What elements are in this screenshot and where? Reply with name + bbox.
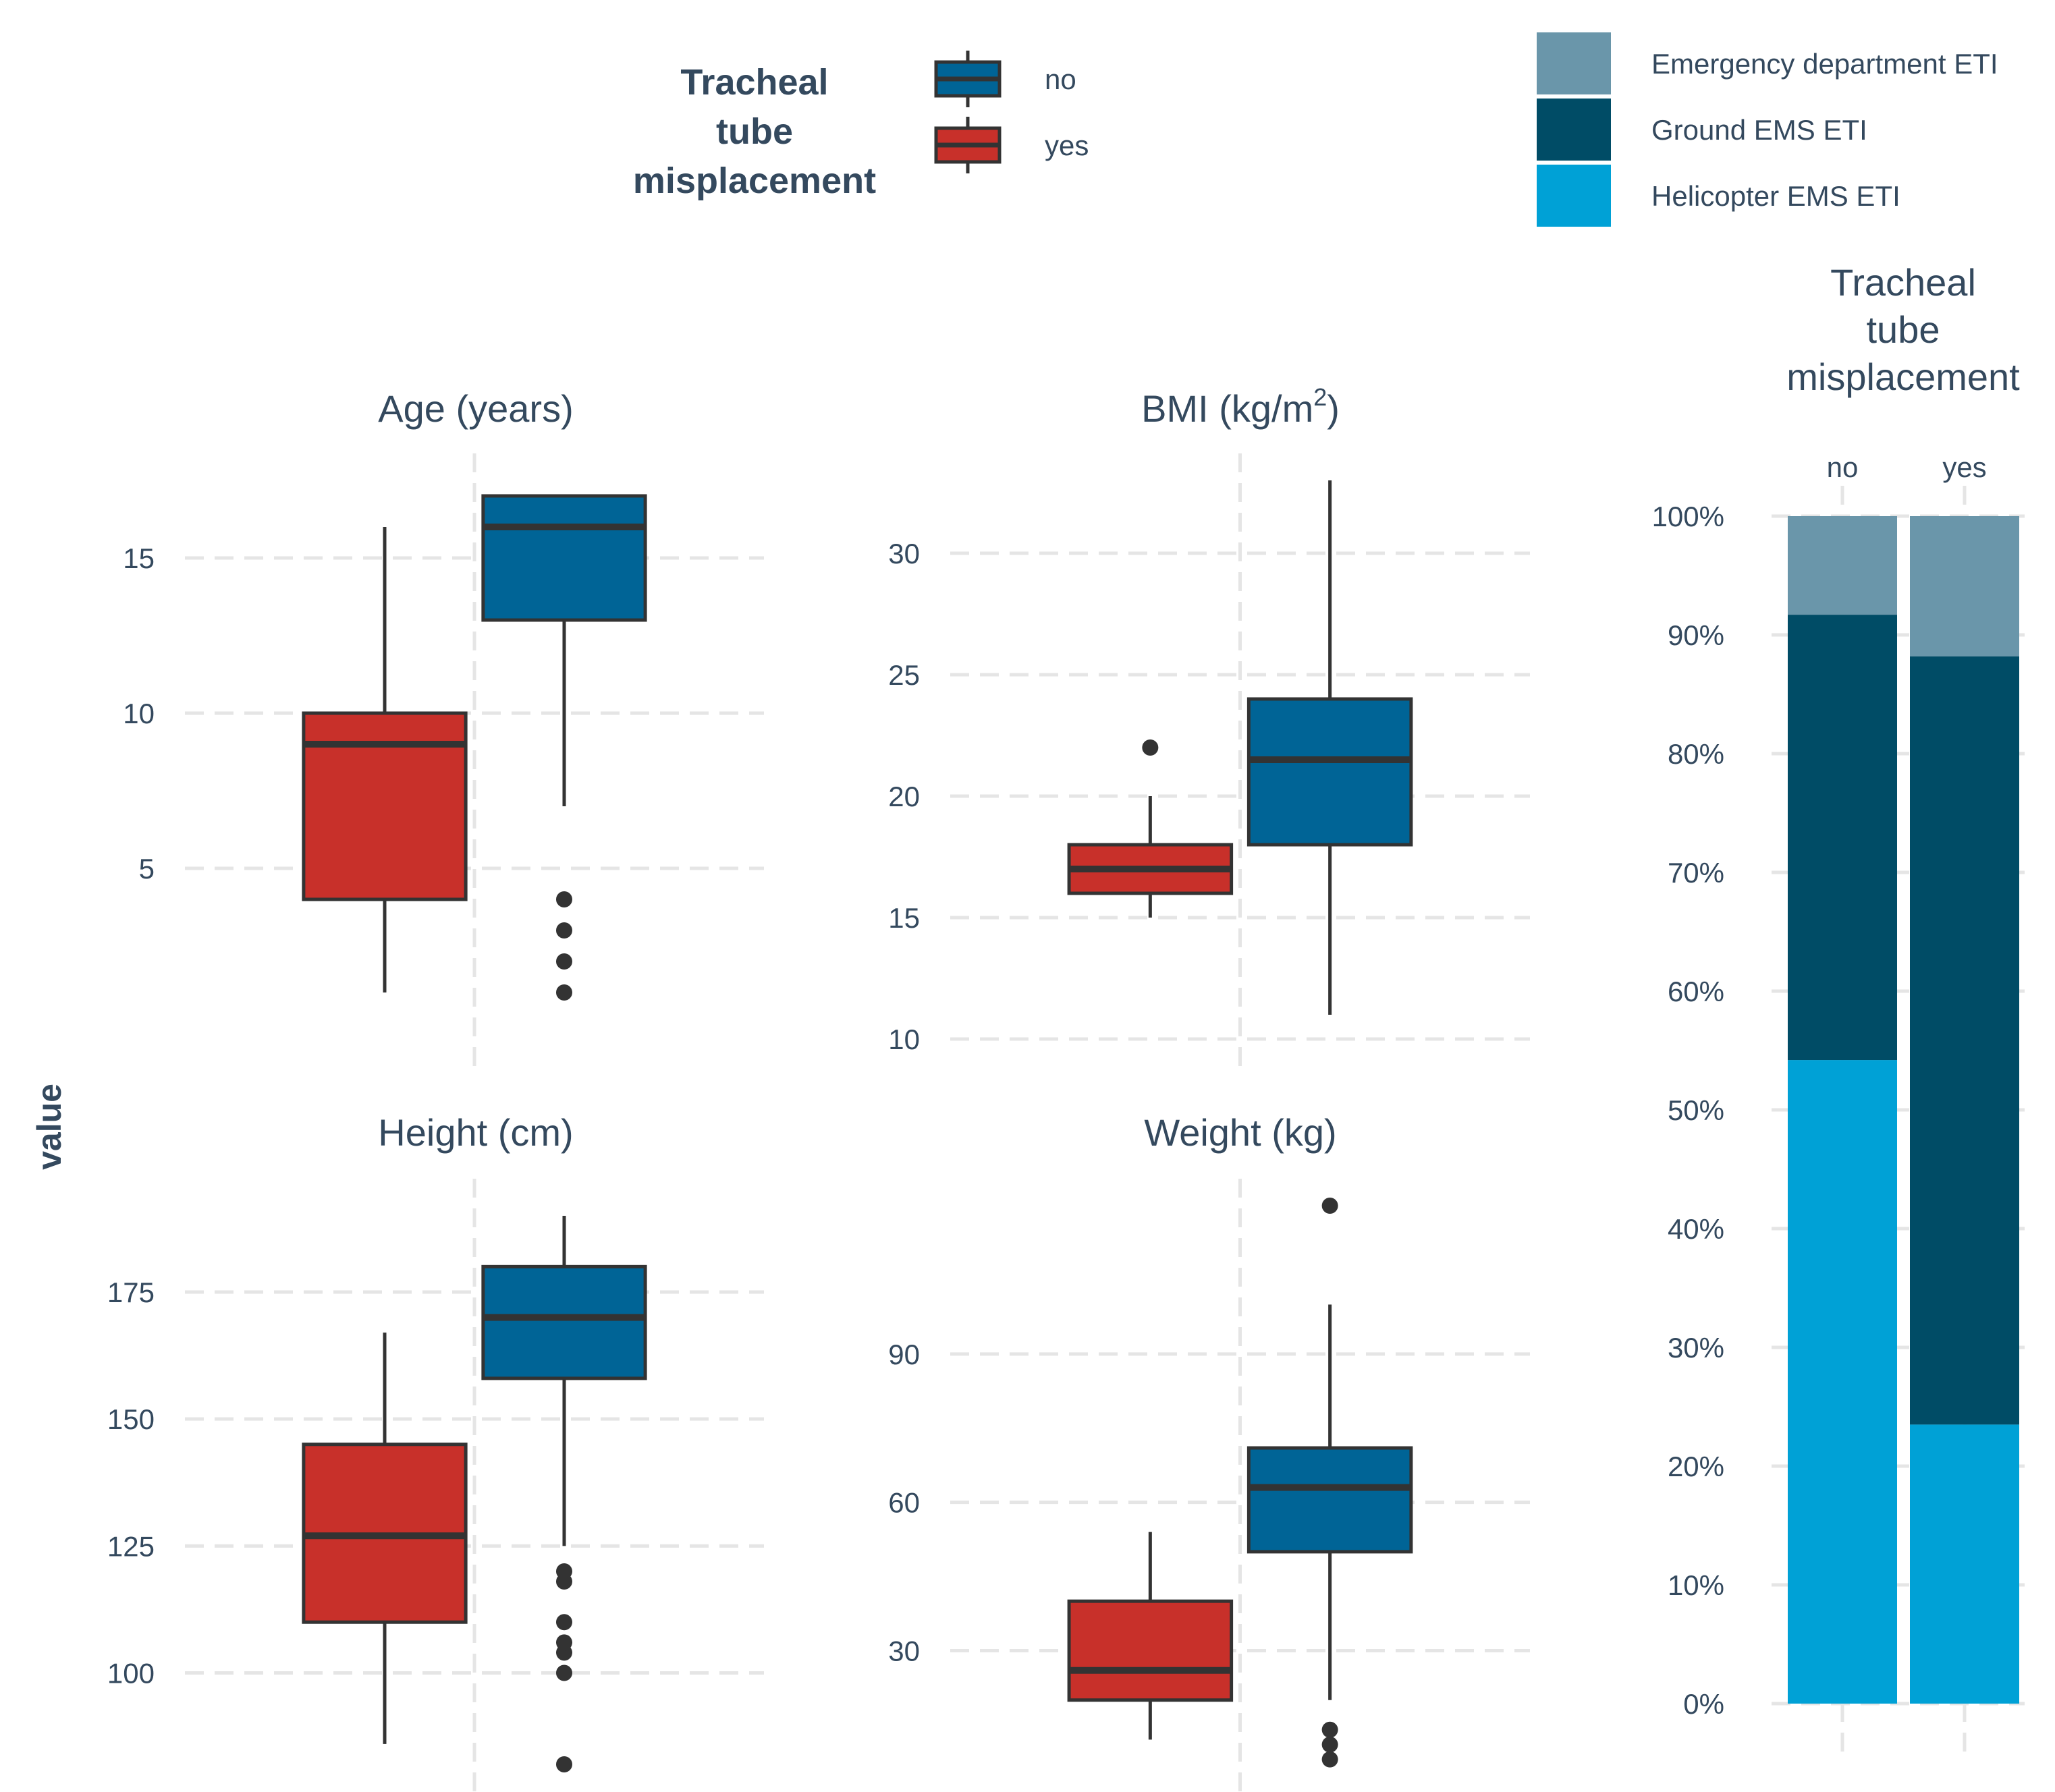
bar-panel-title-line: tube (1867, 308, 1940, 351)
y-tick-label: 90% (1668, 619, 1724, 651)
box-no (1246, 1446, 1413, 1554)
box-no (481, 1264, 647, 1380)
y-tick-label: 150 (107, 1403, 155, 1435)
outlier-point-no (1321, 1736, 1338, 1753)
outlier-point-no (555, 891, 572, 907)
y-tick-label: 30% (1668, 1332, 1724, 1364)
outlier-point-no (1321, 1198, 1338, 1214)
outlier-point-no (555, 1563, 572, 1579)
outlier-point-no (1321, 1721, 1338, 1738)
y-tick-label: 10 (123, 698, 155, 729)
y-tick-label: 100 (107, 1658, 155, 1689)
legend-swatch-ground-ems-eti (1537, 99, 1611, 161)
y-tick-label: 30 (888, 1635, 920, 1667)
panel-bmi: 10 15 20 25 30 BMI (kg/m2) (888, 383, 1530, 1066)
bar-segment-ground-ems-eti-yes (1910, 656, 2019, 1425)
legend-label-ground-ems-eti: Ground EMS ETI (1651, 114, 1867, 146)
panel-title: Height (cm) (378, 1111, 573, 1154)
legend-title-line-1: Tracheal (680, 62, 828, 103)
y-tick-label: 60 (888, 1487, 920, 1519)
legend-label-helicopter-ems-eti: Helicopter EMS ETI (1651, 180, 1900, 212)
outlier-point-no (555, 1756, 572, 1772)
legend-label-yes: yes (1045, 130, 1089, 161)
legend-title-line-3: misplacement (633, 161, 876, 201)
panel-title: BMI (kg/m2) (1141, 383, 1340, 430)
y-tick-label: 100% (1652, 501, 1724, 532)
y-tick-label: 0% (1683, 1688, 1724, 1720)
y-axis-label: value (30, 1084, 68, 1170)
legend-title-line-2: tube (716, 111, 793, 152)
y-tick-label: 25 (888, 659, 920, 691)
outlier-point-no (555, 1664, 572, 1681)
y-tick-label: 5 (139, 853, 155, 885)
y-tick-label: 80% (1668, 738, 1724, 770)
bar-panel-title-line: misplacement (1786, 356, 2020, 398)
y-tick-label: 10% (1668, 1569, 1724, 1601)
y-tick-label: 10 (888, 1024, 920, 1055)
outlier-point-no (555, 953, 572, 970)
panel-age: 5 10 15 Age (years) (123, 387, 764, 1066)
y-tick-label: 175 (107, 1277, 155, 1308)
bar-segment-helicopter-ems-eti-yes (1910, 1424, 2019, 1704)
panel-title: Age (years) (378, 387, 573, 430)
outlier-point-yes (1142, 739, 1159, 756)
bar-segment-helicopter-ems-eti-no (1788, 1060, 1897, 1704)
outlier-point-no (555, 922, 572, 939)
box-no (481, 494, 647, 622)
y-tick-label: 15 (888, 902, 920, 934)
box-no (1246, 697, 1413, 847)
y-tick-label: 50% (1668, 1094, 1724, 1126)
panel-weight: 30 60 90 Weight (kg) (888, 1111, 1530, 1791)
bar-legend: Emergency department ETI Ground EMS ETI He… (1537, 32, 1998, 227)
y-tick-label: 40% (1668, 1213, 1724, 1245)
y-tick-label: 15 (123, 542, 155, 574)
legend-swatch-emergency-department-eti (1537, 32, 1611, 94)
bar-category-label: no (1827, 451, 1859, 483)
legend-swatch-helicopter-ems-eti (1537, 165, 1611, 227)
outlier-point-no (1321, 1751, 1338, 1768)
bar-segment-ground-ems-eti-no (1788, 615, 1897, 1061)
y-tick-label: 125 (107, 1530, 155, 1562)
boxplot-legend: Tracheal tube misplacement no yes (633, 51, 1089, 201)
y-tick-label: 70% (1668, 857, 1724, 889)
y-tick-label: 30 (888, 538, 920, 569)
bar-category-label: yes (1942, 451, 1986, 483)
outlier-point-no (555, 1614, 572, 1631)
legend-label-emergency-department-eti: Emergency department ETI (1651, 48, 1998, 80)
y-tick-label: 20% (1668, 1451, 1724, 1482)
outlier-point-no (555, 984, 572, 1001)
box-yes (1067, 1599, 1234, 1702)
panel-title: Weight (kg) (1144, 1111, 1336, 1154)
bar-panel-title-line: Tracheal (1830, 261, 1976, 304)
y-tick-label: 60% (1668, 976, 1724, 1007)
outlier-point-no (555, 1634, 572, 1651)
panel-height: 100 125 150 175 Height (cm) (107, 1111, 764, 1791)
y-tick-label: 20 (888, 781, 920, 812)
bar-segment-emergency-department-eti-no (1788, 516, 1897, 615)
bar-segment-emergency-department-eti-yes (1910, 516, 2019, 656)
legend-label-no: no (1045, 63, 1076, 95)
y-tick-label: 90 (888, 1339, 920, 1370)
